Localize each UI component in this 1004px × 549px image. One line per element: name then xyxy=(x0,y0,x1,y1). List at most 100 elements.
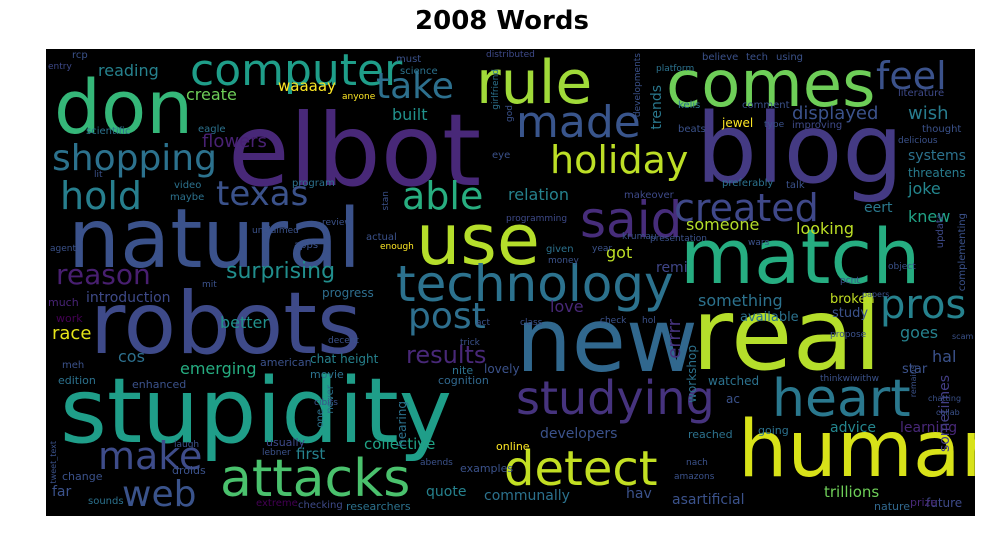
word: nite xyxy=(452,364,474,377)
word: stupidity xyxy=(60,359,453,464)
word: goes xyxy=(900,323,939,342)
word: platform xyxy=(656,64,695,74)
word: class xyxy=(520,318,543,328)
word: detect xyxy=(504,441,658,497)
word: girlfriend xyxy=(491,69,501,110)
word: wars xyxy=(748,238,770,248)
word: broken xyxy=(830,292,875,307)
word: year xyxy=(592,244,613,254)
word: take xyxy=(376,66,454,107)
word: human xyxy=(738,405,975,495)
word: cos xyxy=(118,347,145,366)
word: pros xyxy=(880,282,967,328)
word: video xyxy=(174,180,202,191)
word: enhanced xyxy=(132,378,187,391)
word: flowers xyxy=(202,131,267,152)
word: asartificial xyxy=(672,492,745,508)
word: technology xyxy=(396,255,674,313)
word: believe xyxy=(702,52,739,63)
word: watched xyxy=(708,374,760,388)
word: tweet_text xyxy=(49,441,58,484)
word: scientific xyxy=(86,126,131,137)
word: made xyxy=(516,97,641,148)
word: available xyxy=(740,310,799,325)
word: looking xyxy=(796,219,855,238)
word: programming xyxy=(506,214,568,224)
word: quote xyxy=(426,484,467,500)
word: scam xyxy=(952,332,974,341)
word: actual xyxy=(366,232,397,243)
word: examples xyxy=(460,462,514,475)
word: one xyxy=(315,409,326,428)
word: beats xyxy=(678,124,706,135)
word: papers xyxy=(862,290,890,299)
word: apps xyxy=(294,240,319,251)
word: developers xyxy=(540,426,618,442)
word: preferably xyxy=(722,178,774,189)
word: collab xyxy=(936,408,960,417)
word: thought xyxy=(922,124,962,135)
word: abends xyxy=(420,458,453,468)
word: robots xyxy=(90,274,362,374)
word: someone xyxy=(686,215,760,234)
word: real xyxy=(692,276,882,393)
word: hol xyxy=(642,316,656,326)
word: reading xyxy=(98,61,159,80)
word: web xyxy=(122,474,197,515)
word: propose xyxy=(830,330,867,340)
word: study xyxy=(832,306,869,321)
word: researchers xyxy=(346,500,411,513)
word: displayed xyxy=(792,103,879,124)
word: computer xyxy=(190,49,403,96)
word: cognition xyxy=(438,374,489,387)
word: talk xyxy=(786,180,805,191)
word: hold xyxy=(60,174,143,218)
word: systems xyxy=(908,148,966,164)
word: prize xyxy=(910,496,938,509)
word: knew xyxy=(908,207,951,226)
word: review xyxy=(322,218,352,228)
word: lit xyxy=(94,170,103,180)
word: decent xyxy=(328,336,359,346)
word: god xyxy=(505,105,515,122)
word: amazons xyxy=(674,472,715,482)
word: developments xyxy=(633,53,643,118)
word: krumau xyxy=(622,232,657,242)
word: results xyxy=(406,341,487,369)
word-cloud: elbot stupidity robots real new blog nat… xyxy=(46,49,975,516)
word: able xyxy=(402,174,484,218)
word: comment xyxy=(742,100,790,111)
word: threatens xyxy=(908,166,966,180)
word: unclaimed xyxy=(252,226,299,236)
word: rcp xyxy=(72,50,88,61)
word: type xyxy=(764,120,785,130)
word: makeover xyxy=(624,190,674,201)
word: hav xyxy=(626,486,652,502)
word: new xyxy=(516,289,698,392)
word: create xyxy=(186,85,237,104)
word: chatting xyxy=(928,394,962,403)
word: hal xyxy=(932,347,957,366)
word: agent xyxy=(50,244,76,254)
word: lebner xyxy=(262,448,291,458)
word: object xyxy=(888,262,916,272)
word: joke xyxy=(908,179,941,198)
word: elbot xyxy=(228,92,482,209)
word: complementing xyxy=(957,213,968,292)
word: anyone xyxy=(342,92,376,102)
word: first xyxy=(296,445,326,463)
word: trick xyxy=(460,338,480,348)
word: texas xyxy=(216,174,309,214)
word: droids xyxy=(172,464,206,477)
word: studying xyxy=(516,371,715,425)
word: distributed xyxy=(486,50,535,60)
word: chat height xyxy=(310,352,379,366)
word: feel xyxy=(876,54,947,98)
word: edition xyxy=(58,374,96,387)
word: pcnt xyxy=(840,276,860,286)
word: advice xyxy=(830,420,876,436)
word: delicious xyxy=(898,136,938,146)
word: workshop xyxy=(685,345,699,403)
word: emerging xyxy=(180,359,257,378)
word: going xyxy=(758,424,789,437)
